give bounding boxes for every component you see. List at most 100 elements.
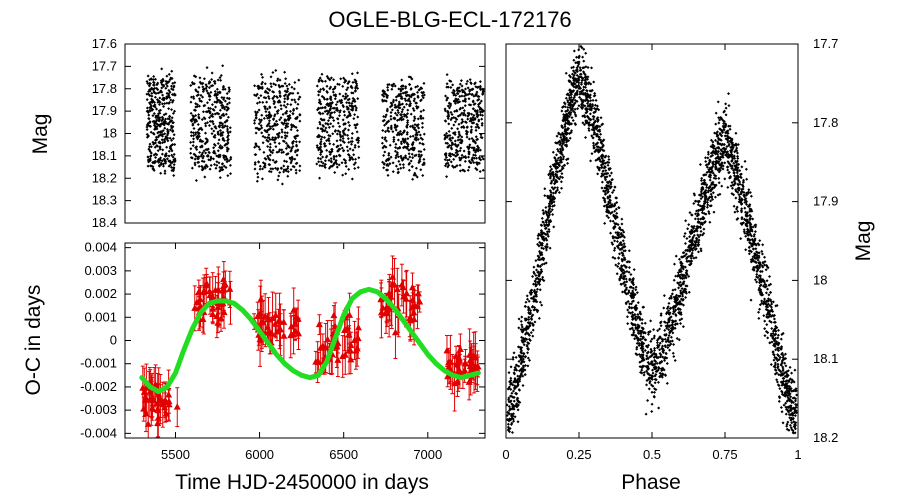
lc-point: [341, 84, 345, 88]
lc-point: [292, 87, 296, 91]
lc-point: [471, 107, 475, 111]
lc-point: [325, 139, 329, 143]
phase-point: [779, 337, 783, 341]
phase-point: [758, 239, 762, 243]
lc-point: [286, 167, 290, 171]
lc-frame: [124, 43, 486, 224]
lc-point: [153, 159, 157, 163]
phase-point: [757, 316, 761, 320]
lc-point: [457, 130, 461, 134]
lc-point: [296, 91, 300, 95]
lc-point: [347, 101, 351, 105]
lc-point: [386, 128, 390, 132]
lc-point: [458, 141, 462, 145]
lc-point: [148, 124, 152, 128]
oc-xtick-label: 5500: [161, 447, 190, 462]
lc-point: [341, 118, 345, 122]
lc-point: [318, 147, 322, 151]
lc-point: [160, 86, 164, 90]
lc-point: [407, 104, 411, 108]
lc-point: [409, 147, 413, 151]
lc-point: [466, 168, 470, 172]
lc-point: [229, 157, 233, 161]
lc-point: [347, 80, 351, 84]
lc-point: [215, 163, 219, 167]
lc-point: [393, 123, 397, 127]
lc-point: [315, 146, 319, 150]
lc-point: [382, 114, 386, 118]
lc-point: [158, 124, 162, 128]
lc-point: [325, 84, 329, 88]
lc-point: [217, 153, 221, 157]
oc-point: [220, 275, 228, 283]
lc-point: [264, 89, 268, 93]
lc-point: [254, 94, 258, 98]
lc-point: [291, 157, 295, 161]
lc-point: [387, 153, 391, 157]
lc-point: [173, 81, 177, 85]
lc-point: [286, 114, 290, 118]
lc-point: [286, 122, 290, 126]
lc-point: [164, 86, 168, 90]
lc-point: [167, 101, 171, 105]
lc-point: [272, 82, 276, 86]
lc-point: [269, 167, 273, 171]
lc-point: [161, 148, 165, 152]
lc-point: [286, 165, 290, 169]
lc-point: [419, 150, 423, 154]
lc-point: [319, 160, 323, 164]
lc-point: [347, 110, 351, 114]
lc-point: [353, 88, 357, 92]
lc-point: [210, 103, 214, 107]
lc-point: [151, 120, 155, 124]
phase-point: [532, 282, 536, 286]
lc-point: [294, 134, 298, 138]
lc-point: [263, 82, 267, 86]
lc-point: [481, 168, 485, 172]
phase-point: [754, 247, 758, 251]
lc-point: [214, 166, 218, 170]
lc-point: [323, 79, 327, 83]
lc-point: [153, 105, 157, 109]
lc-point: [404, 154, 408, 158]
phase-point: [646, 399, 650, 403]
lc-point: [298, 95, 302, 99]
oc-point: [165, 391, 173, 398]
lc-point: [209, 106, 213, 110]
lc-point: [342, 148, 346, 152]
lc-point: [154, 119, 158, 123]
phase-point: [696, 250, 700, 254]
lc-point: [422, 161, 426, 165]
lc-point: [351, 157, 355, 161]
lc-point: [410, 93, 414, 97]
lc-point: [191, 123, 195, 127]
lc-point: [191, 95, 195, 99]
lc-point: [205, 148, 209, 152]
lc-point: [355, 130, 359, 134]
lc-point: [220, 104, 224, 108]
lc-point: [146, 121, 150, 125]
lc-point: [406, 142, 410, 146]
lc-point: [458, 149, 462, 153]
lc-point: [343, 133, 347, 137]
phase-point: [609, 171, 613, 175]
lc-point: [214, 126, 218, 130]
lc-point: [264, 110, 268, 114]
lc-point: [450, 126, 454, 130]
lc-point: [217, 138, 221, 142]
lc-point: [265, 138, 269, 142]
lc-point: [218, 99, 222, 103]
lc-point: [222, 164, 226, 168]
lc-point: [282, 164, 286, 168]
lc-point: [459, 146, 463, 150]
lc-point: [328, 134, 332, 138]
oc-point: [354, 323, 362, 331]
lc-point: [343, 113, 347, 117]
lc-point: [212, 149, 216, 153]
lc-point: [253, 84, 257, 88]
lc-point: [165, 157, 169, 161]
lc-point: [414, 85, 418, 89]
lc-point: [260, 72, 264, 76]
lc-point: [453, 120, 457, 124]
